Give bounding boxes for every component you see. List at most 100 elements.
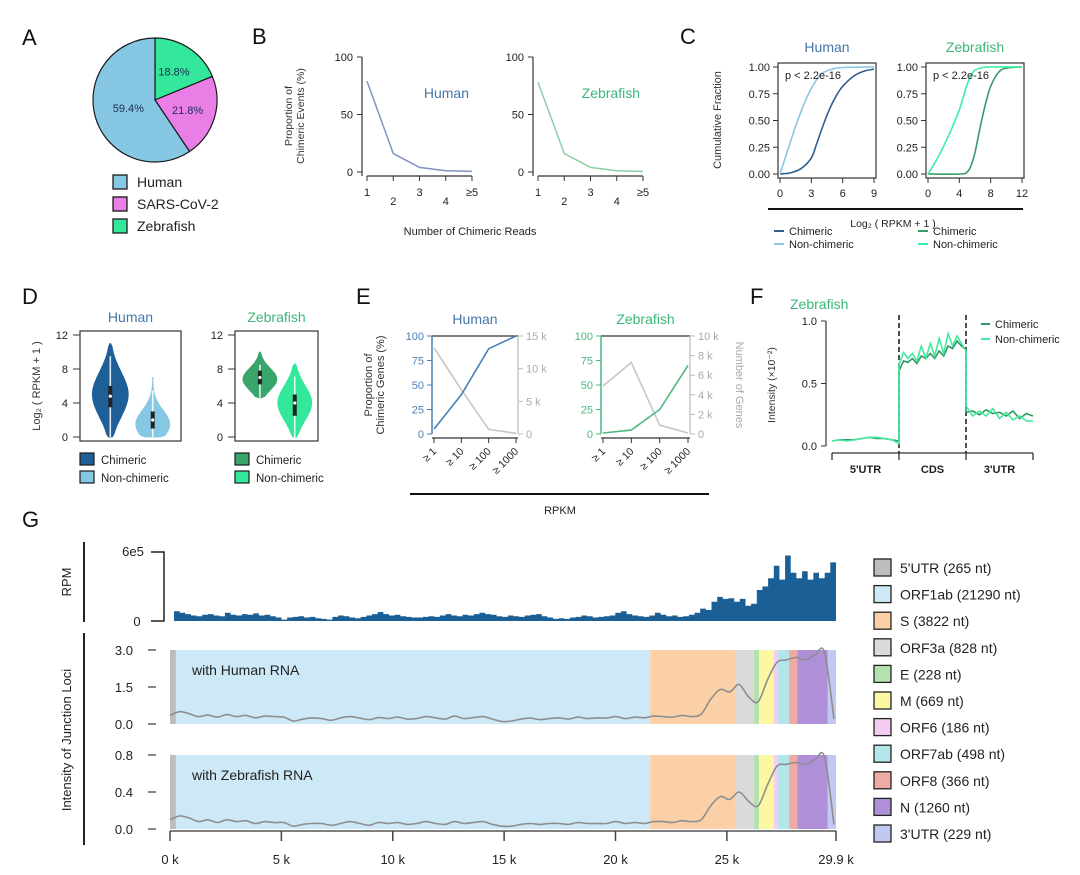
y-axis-label: Proportion of — [283, 86, 295, 146]
panel-labels: A B C D E F G — [22, 24, 763, 532]
legend-label: Chimeric — [101, 455, 147, 467]
y2-tick-label: 0 — [526, 429, 532, 441]
legend-swatch — [79, 452, 95, 466]
x-tick-label: 29.9 k — [818, 852, 854, 867]
chart-title: Zebrafish — [616, 311, 674, 327]
legend-swatch — [234, 452, 250, 466]
chart-title: Zebrafish — [946, 39, 1004, 55]
x-tick-label: 25 k — [715, 852, 740, 867]
genome-region-orf6 — [773, 755, 778, 829]
junction-intensity-line — [169, 751, 835, 828]
y2-tick-label: 5 k — [526, 396, 541, 408]
legend-swatch — [112, 196, 128, 212]
y-tick-label: 0.00 — [749, 169, 770, 181]
x-tick-label: 3 — [587, 187, 593, 199]
x-tick-label: 4 — [956, 188, 962, 200]
y-tick-label: 100 — [506, 52, 524, 64]
y2-tick-label: 8 k — [698, 351, 713, 363]
chart-title: Zebrafish — [247, 309, 305, 325]
panel-f-metagene-chart: Zebrafish Intensity (×10⁻²) 0.0 0.5 1.0 5'UTR… — [766, 296, 1060, 476]
legend-label: Zebrafish — [137, 218, 195, 234]
chart-title: Human — [108, 309, 153, 325]
x-tick-label: ≥ 100 — [638, 446, 665, 473]
legend-label: 3'UTR (229 nt) — [900, 826, 991, 842]
y-tick-label: 75 — [581, 356, 593, 368]
violin-median — [108, 394, 112, 398]
legend-swatch — [873, 717, 892, 737]
plot-frame — [79, 330, 182, 442]
legend-label: Human — [137, 174, 182, 190]
y-tick-label: 50 — [341, 110, 353, 122]
pie-label: 21.8% — [172, 105, 203, 117]
metagene-line-chimeric — [831, 339, 1034, 442]
y-tick-label: 0.75 — [897, 89, 918, 101]
rpm-coverage-area — [174, 555, 836, 621]
y-tick-label: 1.00 — [897, 62, 918, 74]
chart-title: Zebrafish — [582, 85, 640, 101]
rpm-tick-label: 6e5 — [122, 544, 144, 559]
y-tick-label: 4 — [62, 398, 68, 410]
y2-tick-label: 10 k — [526, 364, 547, 376]
y-tick-label: 3.0 — [115, 643, 133, 658]
proportion-line — [602, 364, 689, 434]
legend-swatch — [873, 744, 892, 763]
panel-label-e: E — [356, 284, 371, 309]
x-tick-label: 4 — [443, 196, 449, 208]
legend-label: Non-chimeric — [101, 473, 169, 485]
y2-tick-label: 6 k — [698, 370, 713, 382]
y-tick-label: 50 — [412, 380, 424, 392]
x-tick-label: ≥ 10 — [444, 446, 467, 469]
pie-slice-human — [92, 37, 191, 163]
proportion-line — [433, 335, 517, 430]
legend-swatch — [234, 470, 250, 484]
x-tick-label: ≥5 — [637, 187, 649, 199]
y-tick-label: 0.4 — [115, 785, 133, 800]
x-tick-label: 1 — [364, 187, 370, 199]
gene-count-line — [602, 361, 689, 434]
x-tick-label: 2 — [390, 196, 396, 208]
genome-region-3-utr — [827, 755, 836, 829]
pie-slice-zebrafish — [154, 37, 214, 101]
x-tick-label: 6 — [840, 188, 846, 200]
legend-swatch — [873, 558, 892, 577]
x-tick-label: ≥ 1 — [589, 446, 608, 465]
genome-region-n — [797, 755, 828, 829]
panel-a-pie-chart: 18.8% 21.8% 59.4% Human SARS-CoV-2 Zebrafish — [92, 37, 219, 234]
legend-swatch — [873, 611, 892, 630]
y2-tick-label: 2 k — [698, 409, 713, 421]
y-tick-label: 0.5 — [802, 379, 817, 391]
panel-label-a: A — [22, 25, 37, 50]
rpm-axis-label: RPM — [59, 568, 74, 597]
y-tick-label: 0.50 — [897, 116, 918, 128]
p-value-annotation: p < 2.2e-16 — [785, 70, 841, 82]
violin-median — [151, 418, 155, 422]
y-tick-label: 0 — [418, 429, 424, 441]
chart-title: Human — [452, 311, 497, 327]
y-axis-label: Proportion of — [363, 353, 375, 417]
y-axis-label: Log₂ ( RPKM + 1 ) — [31, 341, 43, 431]
y-tick-label: 0 — [347, 167, 353, 179]
legend-label: ORF6 (186 nt) — [900, 720, 989, 736]
y-axis-label: Chimeric Genes (%) — [375, 335, 387, 434]
y-tick-label: 0.8 — [115, 748, 133, 763]
x-tick-label: ≥ 1000 — [490, 446, 521, 477]
p-value-annotation: p < 2.2e-16 — [933, 70, 989, 82]
x-tick-label: 0 — [925, 188, 931, 200]
genome-region-e — [753, 755, 759, 829]
genome-region-5-utr — [170, 755, 176, 829]
rpm-scale-bracket — [151, 551, 165, 622]
y-axis-label: Cumulative Fraction — [712, 71, 724, 169]
panel-e-dual-axis-chart: Proportion of Chimeric Genes (%) Number of… — [363, 311, 745, 517]
y-tick-label: 50 — [581, 380, 593, 392]
x-axis-label: Number of Chimeric Reads — [404, 226, 537, 238]
y-tick-label: 1.5 — [115, 680, 133, 695]
x-tick-label: 8 — [988, 188, 994, 200]
legend-swatch — [112, 218, 128, 234]
x-tick-label: 10 k — [380, 852, 405, 867]
y-tick-label: 0.50 — [749, 116, 770, 128]
chart-title: Human — [804, 39, 849, 55]
legend-label: ORF1ab (21290 nt) — [900, 587, 1021, 603]
region-label: CDS — [921, 464, 944, 476]
legend-swatch — [873, 824, 892, 843]
x-tick-label: 9 — [871, 188, 877, 200]
